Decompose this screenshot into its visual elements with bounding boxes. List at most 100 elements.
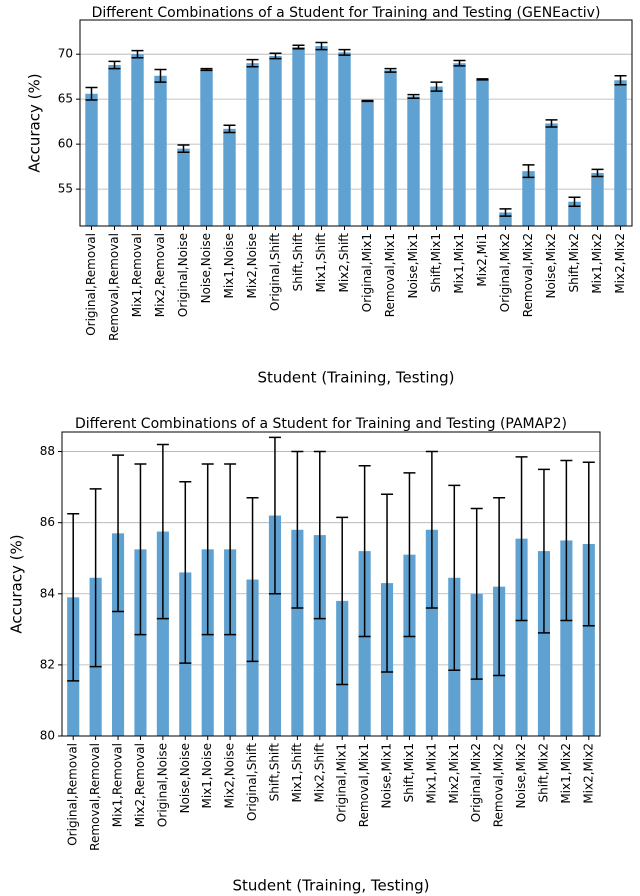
x-tick-label: Original,Mix2 — [469, 743, 483, 822]
error-bar — [156, 443, 169, 620]
error-bar — [591, 168, 604, 178]
error-bar — [246, 497, 259, 663]
plot-frame — [79, 19, 633, 227]
x-tick-label: Mix1,Removal — [111, 743, 125, 827]
error-bar — [384, 67, 397, 73]
y-tick-label: 84 — [40, 586, 55, 600]
error-bar — [268, 436, 281, 595]
y-tick-label: 60 — [58, 137, 73, 151]
error-bar — [313, 450, 326, 620]
bar — [224, 549, 237, 736]
x-tick-label: Shift,Mix1 — [402, 743, 416, 803]
y-axis-label: Accuracy (%) — [8, 534, 26, 633]
bar — [358, 551, 371, 736]
x-tick-label: Noise,Mix2 — [544, 233, 558, 299]
x-tick-label: Mix2,Removal — [153, 233, 167, 317]
error-bar — [453, 59, 466, 67]
bar — [111, 533, 125, 736]
error-bar — [246, 58, 259, 68]
error-bar — [200, 67, 213, 72]
error-bar — [545, 119, 558, 128]
error-bar — [112, 454, 125, 613]
y-tick-label: 65 — [58, 92, 73, 106]
x-tick-label: Removal,Mix1 — [383, 233, 397, 317]
bar — [154, 75, 167, 227]
x-tick-label: Mix1,Mix2 — [590, 233, 604, 294]
x-tick-label: Noise,Mix2 — [514, 743, 528, 809]
chart-title: Different Combinations of a Student for … — [75, 416, 567, 432]
bar — [403, 554, 416, 736]
bar — [156, 531, 169, 736]
x-tick-label: Mix2,Noise — [223, 743, 237, 809]
x-tick-label: Mix2,Removal — [133, 743, 147, 827]
bar — [614, 80, 627, 226]
x-tick-label: Noise,Mix1 — [406, 233, 420, 299]
x-tick-label: Noise,Noise — [178, 743, 192, 813]
y-tick-label: 86 — [40, 515, 55, 529]
bar — [453, 63, 466, 226]
bar — [268, 515, 282, 736]
bar — [134, 549, 147, 736]
bar — [313, 535, 326, 736]
error-bar — [223, 124, 236, 134]
y-tick-label: 80 — [40, 729, 55, 743]
bar — [338, 52, 351, 227]
bar — [384, 70, 397, 226]
x-tick-label: Mix2,Shift — [337, 233, 351, 293]
bar — [476, 79, 489, 226]
bar — [269, 55, 282, 227]
bar — [200, 69, 213, 226]
x-tick-label: Original,Mix1 — [360, 233, 374, 312]
bar — [201, 549, 214, 736]
error-bar — [154, 68, 167, 83]
error-bar — [315, 41, 328, 51]
chart-title: Different Combinations of a Student for … — [92, 5, 601, 21]
x-tick-label: Mix2,Mix2 — [581, 743, 595, 804]
error-bar — [614, 75, 627, 86]
x-tick-label: Original,Mix2 — [498, 233, 512, 312]
x-tick-label: Removal,Mix2 — [521, 233, 535, 317]
x-tick-label: Removal,Mix1 — [357, 743, 371, 827]
y-tick-label: 70 — [58, 47, 73, 61]
bar — [361, 100, 374, 226]
x-axis-label: Student (Training, Testing) — [258, 369, 455, 387]
x-tick-label: Mix1,Shift — [290, 743, 304, 803]
error-bar — [470, 507, 483, 680]
error-bar — [85, 86, 98, 101]
bar — [246, 63, 259, 226]
error-bar — [224, 463, 237, 636]
bar — [291, 529, 304, 736]
bar — [315, 46, 328, 226]
bar — [407, 96, 420, 226]
x-tick-label: Shift,Shift — [291, 233, 305, 292]
error-bar — [201, 463, 214, 636]
bar — [582, 544, 595, 736]
x-tick-label: Mix2,Noise — [245, 233, 259, 299]
x-tick-label: Original,Shift — [268, 233, 282, 311]
bar — [108, 64, 121, 226]
bar — [515, 538, 528, 736]
x-tick-label: Mix2,Shift — [312, 743, 326, 803]
error-bar — [493, 497, 506, 677]
x-tick-label: Mix2,Mix1 — [447, 743, 461, 804]
y-tick-label: 88 — [40, 444, 55, 458]
error-bar — [338, 48, 351, 56]
x-tick-label: Removal,Mix2 — [492, 743, 506, 827]
x-tick-label: Original,Shift — [245, 743, 259, 821]
error-bar — [177, 144, 190, 153]
x-tick-label: Mix1,Mix2 — [559, 743, 573, 804]
x-tick-label: Shift,Mix1 — [429, 233, 443, 293]
error-bar — [568, 196, 581, 207]
error-bar — [403, 472, 416, 638]
error-bar — [108, 60, 121, 70]
error-bar — [358, 465, 371, 638]
x-tick-label: Shift,Shift — [267, 743, 281, 802]
error-bar — [560, 459, 573, 622]
error-bar — [269, 52, 282, 60]
y-axis-label: Accuracy (%) — [26, 73, 44, 172]
error-bar — [67, 513, 80, 682]
bar — [425, 529, 438, 736]
error-bar — [134, 463, 147, 636]
x-axis-label: Student (Training, Testing) — [233, 877, 430, 895]
